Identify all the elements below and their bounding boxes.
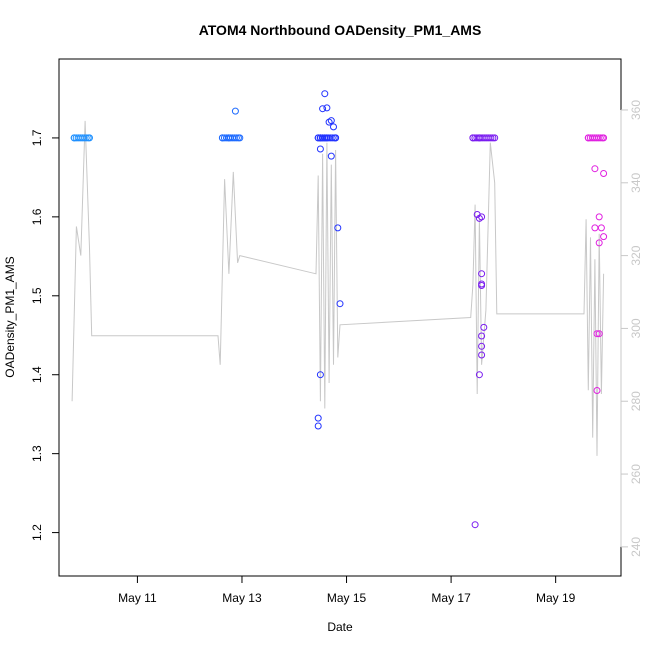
data-point bbox=[591, 224, 599, 232]
data-point bbox=[334, 224, 342, 232]
secondary-y-tick-label: 260 bbox=[629, 464, 643, 484]
data-point bbox=[485, 134, 493, 142]
secondary-y-tick-label: 240 bbox=[629, 537, 643, 557]
data-point bbox=[82, 134, 90, 142]
data-point bbox=[316, 371, 324, 379]
data-point bbox=[336, 300, 344, 308]
point-layer bbox=[70, 90, 608, 529]
y-tick-label: 1.6 bbox=[30, 208, 44, 225]
data-point bbox=[595, 239, 603, 247]
data-point bbox=[230, 134, 238, 142]
data-point bbox=[600, 233, 608, 241]
data-point bbox=[600, 170, 608, 177]
data-point bbox=[593, 387, 601, 394]
chart-title: ATOM4 Northbound OADensity_PM1_AMS bbox=[199, 22, 482, 38]
point-series bbox=[584, 134, 608, 394]
secondary-y-axis: 240 260 280 300 320 340 360 bbox=[620, 100, 643, 557]
data-point bbox=[319, 105, 327, 113]
y-tick-label: 1.2 bbox=[30, 524, 44, 541]
data-point bbox=[330, 134, 338, 142]
data-point bbox=[595, 330, 603, 338]
point-series bbox=[314, 90, 344, 430]
y-tick-label: 1.7 bbox=[30, 129, 44, 146]
x-tick-label: May 11 bbox=[118, 591, 157, 605]
data-point bbox=[478, 332, 486, 340]
point-series bbox=[70, 134, 93, 142]
data-point bbox=[475, 371, 483, 379]
line-series bbox=[71, 120, 605, 456]
x-tick-label: May 15 bbox=[327, 591, 367, 605]
data-point bbox=[234, 134, 242, 142]
data-point bbox=[594, 134, 602, 142]
data-point bbox=[478, 282, 486, 289]
data-point bbox=[327, 117, 335, 125]
data-point bbox=[478, 342, 486, 350]
data-point bbox=[231, 107, 239, 115]
data-point bbox=[487, 134, 495, 142]
data-point bbox=[478, 270, 486, 278]
x-tick-label: May 17 bbox=[431, 591, 471, 605]
x-axis-title: Date bbox=[327, 620, 353, 634]
secondary-y-tick-label: 360 bbox=[629, 100, 643, 120]
data-point bbox=[595, 213, 603, 221]
data-point bbox=[478, 213, 486, 221]
data-point bbox=[314, 414, 322, 422]
y-tick-label: 1.3 bbox=[30, 445, 44, 462]
point-series bbox=[218, 107, 244, 142]
line-layer bbox=[71, 120, 605, 456]
data-point bbox=[327, 152, 335, 160]
secondary-y-tick-label: 320 bbox=[629, 245, 643, 265]
data-point bbox=[330, 123, 337, 131]
y-axis: 1.2 1.3 1.4 1.5 1.6 1.7 bbox=[30, 129, 60, 541]
data-point bbox=[591, 165, 599, 173]
x-tick-label: May 13 bbox=[222, 591, 262, 605]
data-point bbox=[323, 104, 331, 112]
data-point bbox=[321, 90, 329, 98]
y-axis-title: OADensity_PM1_AMS bbox=[3, 256, 17, 377]
secondary-y-tick-label: 300 bbox=[629, 318, 643, 338]
data-point bbox=[598, 134, 606, 142]
data-point bbox=[80, 134, 88, 142]
data-point bbox=[232, 134, 240, 142]
y-tick-label: 1.4 bbox=[30, 366, 44, 383]
data-point bbox=[489, 134, 497, 142]
x-tick-label: May 19 bbox=[536, 591, 576, 605]
data-point bbox=[84, 134, 92, 142]
data-point bbox=[596, 134, 604, 142]
data-point bbox=[328, 134, 336, 142]
data-point bbox=[471, 521, 479, 529]
data-point bbox=[316, 145, 324, 153]
secondary-y-tick-label: 280 bbox=[629, 391, 643, 411]
x-axis: May 11 May 13 May 15 May 17 May 19 bbox=[118, 575, 576, 605]
secondary-y-tick-label: 340 bbox=[629, 172, 643, 192]
point-series bbox=[469, 134, 499, 529]
data-point bbox=[478, 351, 486, 359]
data-point bbox=[480, 323, 488, 331]
data-point bbox=[314, 422, 322, 430]
y-tick-label: 1.5 bbox=[30, 287, 44, 304]
data-point bbox=[326, 134, 334, 142]
data-point bbox=[593, 330, 601, 338]
